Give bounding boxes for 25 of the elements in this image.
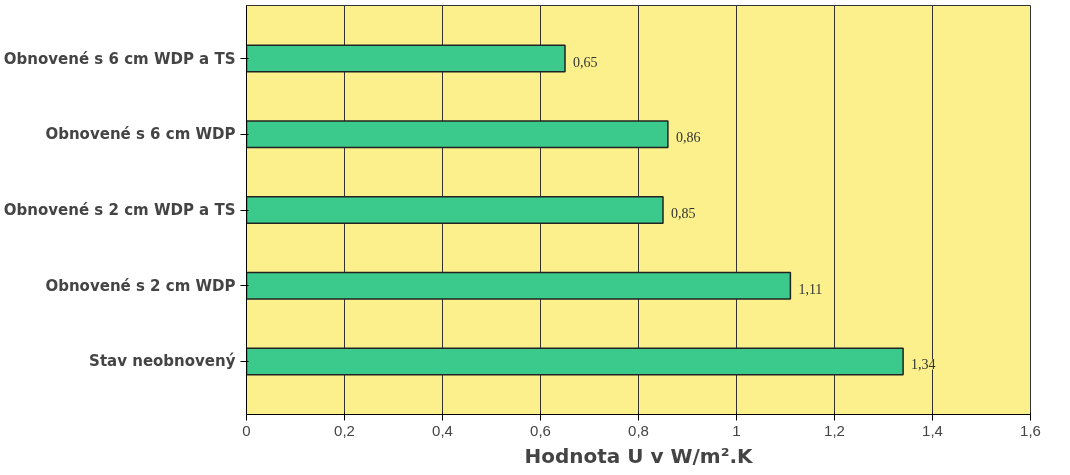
bar [246, 271, 792, 300]
x-tick-label: 0,6 [530, 421, 551, 439]
bar [246, 44, 566, 73]
x-tick-label: 1 [732, 421, 741, 439]
x-tick-label: 0,8 [628, 421, 649, 439]
data-label: 0,85 [671, 206, 696, 221]
bar [246, 347, 904, 376]
x-tick-label: 1,4 [922, 421, 943, 439]
y-tick-label: Obnovené s 2 cm WDP a TS [3, 201, 236, 219]
x-tick-label: 1,2 [824, 421, 845, 439]
y-tick-label: Obnovené s 6 cm WDP a TS [3, 49, 236, 68]
data-label: 1,11 [798, 281, 823, 297]
data-label: 0,65 [573, 54, 598, 70]
data-label: 1,34 [911, 357, 936, 373]
y-tick-label: Obnovené s 2 cm WDP [45, 276, 236, 295]
x-axis-title: Hodnota U v W/m².K [524, 443, 755, 468]
y-tick-label: Obnovené s 6 cm WDP [45, 125, 236, 144]
x-tick-label: 0,2 [334, 421, 355, 439]
data-label: 0,86 [675, 130, 701, 146]
x-tick-label: 1,6 [1020, 421, 1041, 439]
x-tick-label: 0,4 [432, 421, 453, 439]
bar [246, 196, 664, 224]
y-tick-label: Stav neobnovený [89, 352, 236, 371]
x-tick-label: 0 [242, 421, 251, 439]
bar [246, 120, 669, 149]
